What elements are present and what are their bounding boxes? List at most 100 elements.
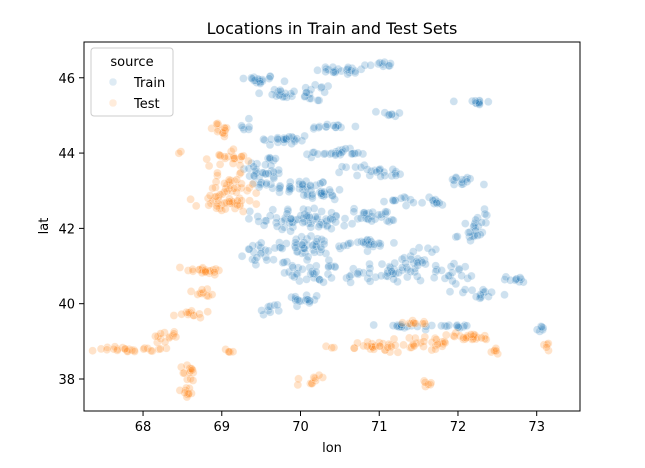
test-point [212,201,222,211]
train-point [244,122,254,132]
train-point [302,211,312,221]
test-point [162,344,171,353]
test-point [384,340,393,349]
train-point [252,159,262,169]
train-point [379,197,389,206]
train-point [281,134,291,143]
test-point [229,184,239,193]
y-tick-label: 40 [58,298,75,313]
train-point [309,269,318,278]
train-point [293,295,302,304]
train-point [427,247,437,257]
test-point [224,347,234,357]
test-point [130,347,139,356]
train-point [330,262,340,272]
train-point [329,68,338,77]
train-point [256,180,265,189]
train-point [317,82,326,92]
train-point [319,187,329,197]
test-point [88,346,97,355]
test-point [236,168,245,177]
test-point [220,179,229,188]
train-point [465,174,475,183]
x-tick-label: 68 [135,420,152,435]
train-point [244,125,253,134]
train-point [249,247,259,257]
train-point [315,220,325,229]
test-point [213,168,222,178]
train-point [458,288,468,297]
test-point [220,123,229,133]
test-point [175,263,185,272]
legend-box [90,47,174,117]
test-point [211,183,220,192]
train-point [269,255,278,264]
test-point [208,183,217,193]
x-axis: 68 69 70 71 72 73 [135,411,545,435]
train-point [377,259,387,269]
test-point [244,156,253,166]
train-point [261,216,270,225]
train-point [259,135,268,144]
legend-test-marker [108,98,118,108]
test-point [153,332,163,341]
train-point [252,253,261,262]
train-point [274,169,283,178]
train-point [470,218,480,228]
train-point [309,123,319,132]
train-point [340,221,349,230]
test-point [427,338,437,347]
train-point [324,262,333,272]
train-point [266,180,276,189]
test-point [220,187,229,197]
train-point [251,260,261,269]
train-point [413,272,422,281]
train-point [430,273,439,282]
test-point [183,375,192,384]
train-point [329,121,338,130]
train-point [312,291,321,301]
train-point [472,292,481,301]
train-point [291,294,300,304]
train-point [278,258,287,267]
train-point [401,193,410,203]
test-point [214,150,224,160]
train-point [270,301,279,310]
train-point [305,213,314,222]
train-point [388,195,398,205]
train-point [406,251,415,261]
train-point [376,172,385,181]
train-point [391,171,401,180]
train-point [326,214,335,224]
train-point [451,232,461,242]
test-point [184,308,193,317]
train-point [365,259,374,269]
train-point [375,58,384,67]
train-point [258,75,267,84]
train-point [295,296,304,306]
train-point [334,168,344,177]
train-point [302,88,311,97]
train-point [239,74,248,83]
x-tick-label: 71 [371,420,388,435]
train-point [266,71,275,81]
test-point [427,345,436,355]
train-point [259,220,269,230]
test-point [237,179,246,189]
train-point [261,252,270,262]
train-point [275,188,284,197]
train-point [376,239,385,248]
train-point [300,131,309,141]
train-point [435,198,444,208]
train-point [261,245,270,255]
train-point [312,237,321,246]
train-point [384,110,393,120]
train-point [301,176,311,186]
train-point [244,164,254,173]
train-point [380,171,390,180]
test-point [225,194,234,204]
train-point [356,163,366,172]
train-point [377,271,386,280]
train-point [381,207,390,217]
train-point [324,261,333,271]
